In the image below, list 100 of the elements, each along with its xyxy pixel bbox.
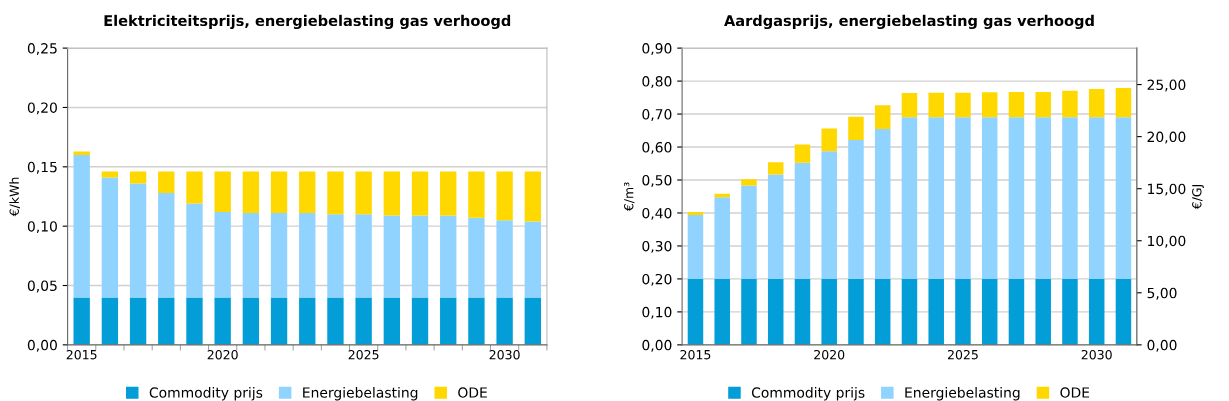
bar	[327, 171, 344, 215]
x-tick-label: 2025	[348, 349, 379, 360]
bar	[901, 92, 918, 118]
x-tick-label: 2030	[489, 349, 520, 360]
bar	[129, 183, 147, 298]
bar	[1008, 117, 1025, 279]
bar	[440, 215, 457, 298]
bar	[327, 297, 344, 345]
bar	[158, 171, 175, 193]
legend-label: Commodity prijs	[149, 387, 263, 401]
bar	[741, 278, 757, 345]
bar	[355, 171, 372, 215]
bar	[1062, 90, 1078, 118]
bar	[821, 151, 837, 279]
chart-title: Elektriciteitsprijs, energiebelasting gas verhoogd	[104, 14, 511, 30]
bar	[411, 215, 429, 298]
legend-label: Energiebelasting	[905, 387, 1020, 401]
bar	[129, 171, 147, 184]
bar	[848, 140, 864, 279]
bar	[687, 278, 704, 345]
bar	[714, 197, 730, 279]
bar	[383, 171, 401, 216]
bar	[440, 297, 457, 345]
bar	[1035, 91, 1051, 118]
bar	[1062, 278, 1078, 345]
bar	[468, 297, 485, 345]
y-tick-label: 0,80	[642, 76, 672, 88]
bar	[981, 278, 998, 345]
y-tick-label: 0,40	[642, 207, 672, 220]
bar	[270, 213, 288, 298]
bar	[928, 92, 944, 118]
y2-tick-label: 25,00	[1147, 79, 1186, 92]
y2-tick-label: 5,00	[1147, 287, 1177, 300]
bar	[901, 117, 918, 279]
y2-tick-label: 10,00	[1148, 235, 1186, 248]
bar	[741, 179, 757, 186]
bar	[101, 297, 119, 345]
bar	[1008, 91, 1025, 118]
bar	[355, 214, 372, 298]
bar	[928, 117, 944, 279]
y2-tick-label: 20,00	[1147, 131, 1186, 144]
chart-title: Aardgasprijs, energiebelasting gas verhoogd	[724, 14, 1094, 30]
bar	[1035, 278, 1051, 345]
bar	[981, 117, 998, 279]
bar	[411, 171, 429, 216]
bar	[411, 297, 429, 345]
bar	[383, 215, 401, 298]
y-tick-label: 0,20	[27, 102, 57, 115]
bar	[242, 297, 260, 345]
bar	[714, 193, 730, 198]
bar	[383, 297, 401, 345]
bar	[186, 297, 203, 345]
bar	[767, 162, 784, 175]
y-tick-label: 0,60	[642, 142, 672, 154]
x-tick-label: 2020	[207, 349, 238, 360]
bar	[981, 92, 998, 118]
y-tick-label: 0,50	[642, 174, 672, 187]
bar	[1088, 278, 1105, 345]
legend-label: ODE	[1060, 387, 1090, 398]
y-tick-label: 0,10	[27, 221, 57, 234]
bar	[874, 128, 891, 279]
y-tick-label: 0,25	[27, 43, 57, 56]
bar	[101, 177, 119, 298]
y-tick-label: 0,90	[642, 43, 672, 56]
y-tick-label: 0,30	[642, 240, 672, 253]
bar	[1115, 278, 1132, 345]
bar	[186, 171, 203, 204]
bar	[901, 278, 918, 345]
bar	[955, 278, 971, 345]
y-tick-label: 0,00	[27, 339, 57, 352]
bar	[242, 213, 260, 298]
bar	[186, 203, 203, 298]
bar	[714, 278, 730, 345]
bar	[821, 278, 837, 345]
y2-axis-title: €/GJ	[1192, 184, 1204, 210]
bar	[955, 92, 971, 118]
bar	[1115, 117, 1132, 279]
bar	[327, 214, 344, 298]
bar	[73, 297, 90, 345]
bar	[468, 217, 485, 298]
bar	[874, 105, 891, 129]
bar	[214, 211, 231, 298]
bar	[299, 171, 316, 214]
bar	[794, 278, 811, 345]
y-tick-label: 0,00	[642, 339, 672, 352]
y2-tick-label: 15,00	[1148, 183, 1186, 196]
bar	[468, 171, 485, 218]
bar	[794, 144, 811, 163]
bar	[687, 211, 704, 215]
bar	[1115, 88, 1132, 118]
bar	[496, 171, 513, 221]
bar	[794, 162, 811, 279]
bar	[73, 151, 90, 155]
legend-label: Energiebelasting	[303, 387, 418, 401]
bar	[821, 128, 837, 152]
y-axis-title: €/m³	[624, 182, 635, 212]
bar	[299, 297, 316, 345]
legend-label: Commodity prijs	[751, 387, 865, 401]
bar	[1088, 89, 1105, 118]
bar	[767, 174, 784, 279]
